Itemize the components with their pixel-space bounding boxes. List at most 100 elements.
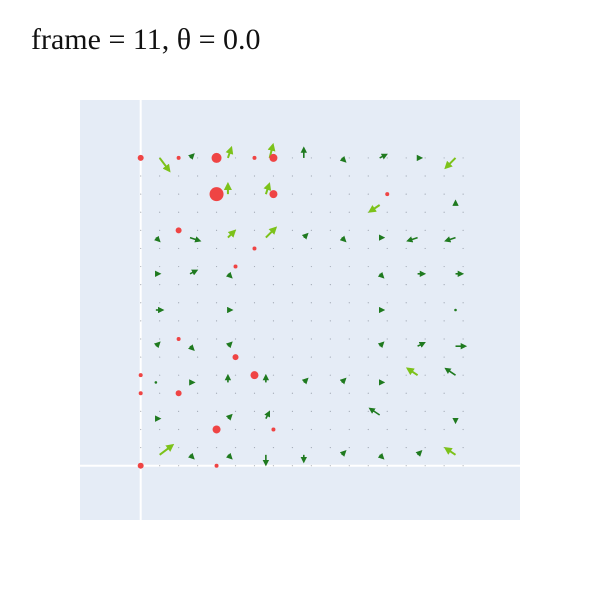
- grid-dot: [348, 211, 350, 213]
- vector-arrow: [301, 377, 309, 385]
- grid-dot: [329, 356, 331, 358]
- vector-arrow: [415, 450, 423, 457]
- grid-dot: [367, 175, 369, 177]
- grid-dot: [291, 175, 294, 177]
- grid-dot: [215, 392, 218, 394]
- grid-dot: [367, 465, 369, 467]
- grid-dot: [329, 175, 331, 177]
- point-marker: [233, 264, 238, 269]
- grid-dot: [386, 265, 388, 268]
- grid-dot: [272, 302, 275, 304]
- grid-dot: [367, 265, 369, 268]
- grid-dot: [462, 211, 464, 213]
- grid-dot: [196, 175, 199, 177]
- point-marker: [176, 155, 181, 160]
- vector-arrow: [444, 367, 456, 376]
- grid-dot: [348, 465, 350, 467]
- grid-dot: [386, 338, 388, 340]
- grid-dot: [140, 446, 142, 449]
- grid-dot: [234, 392, 237, 394]
- grid-dot: [310, 193, 312, 195]
- grid-dot: [234, 320, 237, 322]
- grid-dot: [291, 392, 294, 394]
- point-marker: [269, 190, 278, 199]
- grid-dot: [424, 284, 426, 286]
- grid-dot: [329, 374, 331, 376]
- grid-dot: [424, 410, 426, 412]
- vector-arrows: [153, 142, 468, 467]
- grid-dot: [196, 356, 199, 358]
- grid-dot: [272, 175, 275, 177]
- grid-dot: [443, 157, 445, 159]
- grid-dot: [424, 211, 426, 213]
- vector-arrow: [225, 413, 233, 421]
- vector-arrow: [188, 153, 195, 160]
- grid-dot: [215, 446, 218, 449]
- grid-dot: [329, 157, 331, 159]
- grid-dot: [462, 175, 464, 177]
- grid-dot: [215, 211, 218, 213]
- grid-dot: [272, 338, 275, 340]
- plot-background: [80, 100, 520, 520]
- grid-dot: [329, 392, 331, 394]
- grid-dot: [462, 356, 464, 358]
- grid-dot: [215, 338, 218, 340]
- grid-dot: [253, 193, 256, 195]
- grid-dot: [215, 247, 218, 250]
- grid-dot: [405, 320, 407, 322]
- grid-dot: [405, 338, 407, 340]
- vector-arrow: [189, 269, 199, 276]
- grid-dot: [367, 320, 369, 322]
- point-marker: [138, 373, 143, 378]
- grid-dot: [291, 193, 294, 195]
- grid-dot: [367, 157, 369, 159]
- grid-dot: [234, 211, 237, 213]
- grid-dot: [386, 157, 388, 159]
- grid-dot: [405, 193, 407, 195]
- vector-arrow: [417, 342, 426, 348]
- grid-dot: [291, 247, 294, 250]
- grid-dot: [215, 175, 218, 177]
- grid-dot: [386, 465, 388, 467]
- grid-dot: [159, 465, 161, 467]
- grid-dot: [424, 446, 426, 449]
- grid-dot: [178, 211, 180, 213]
- grid-dot: [367, 284, 369, 286]
- grid-dot: [253, 465, 256, 467]
- grid-dot: [234, 284, 237, 286]
- grid-dot: [329, 247, 331, 250]
- grid-dot: [196, 465, 199, 467]
- grid-dot: [253, 211, 256, 213]
- grid-dot: [329, 265, 331, 268]
- grid-dot: [196, 247, 199, 250]
- grid-dot: [140, 356, 142, 358]
- grid-dot: [159, 302, 161, 304]
- grid-lines: [80, 100, 520, 520]
- grid-dot: [443, 465, 445, 467]
- point-markers: [137, 152, 390, 469]
- grid-dot: [196, 211, 199, 213]
- grid-dot: [215, 265, 218, 268]
- vector-arrow: [158, 157, 171, 173]
- grid-dot: [310, 211, 312, 213]
- grid-dot: [159, 265, 161, 268]
- grid-dot: [329, 465, 331, 467]
- vector-arrow: [153, 341, 161, 349]
- grid-dot: [234, 175, 237, 177]
- vector-arrow: [154, 381, 158, 384]
- grid-dot: [310, 356, 312, 358]
- grid-dot: [348, 229, 350, 231]
- grid-dot: [462, 446, 464, 449]
- grid-dot: [367, 247, 369, 250]
- grid-dot: [178, 374, 180, 376]
- grid-dot: [272, 265, 275, 268]
- grid-dot: [462, 247, 464, 250]
- grid-dot: [424, 428, 426, 431]
- grid-dot: [291, 320, 294, 322]
- point-marker: [250, 371, 259, 380]
- grid-dot: [348, 392, 350, 394]
- grid-dot: [386, 229, 388, 231]
- grid-dot: [272, 374, 275, 376]
- grid-dot: [291, 428, 294, 431]
- grid-dot: [234, 302, 237, 304]
